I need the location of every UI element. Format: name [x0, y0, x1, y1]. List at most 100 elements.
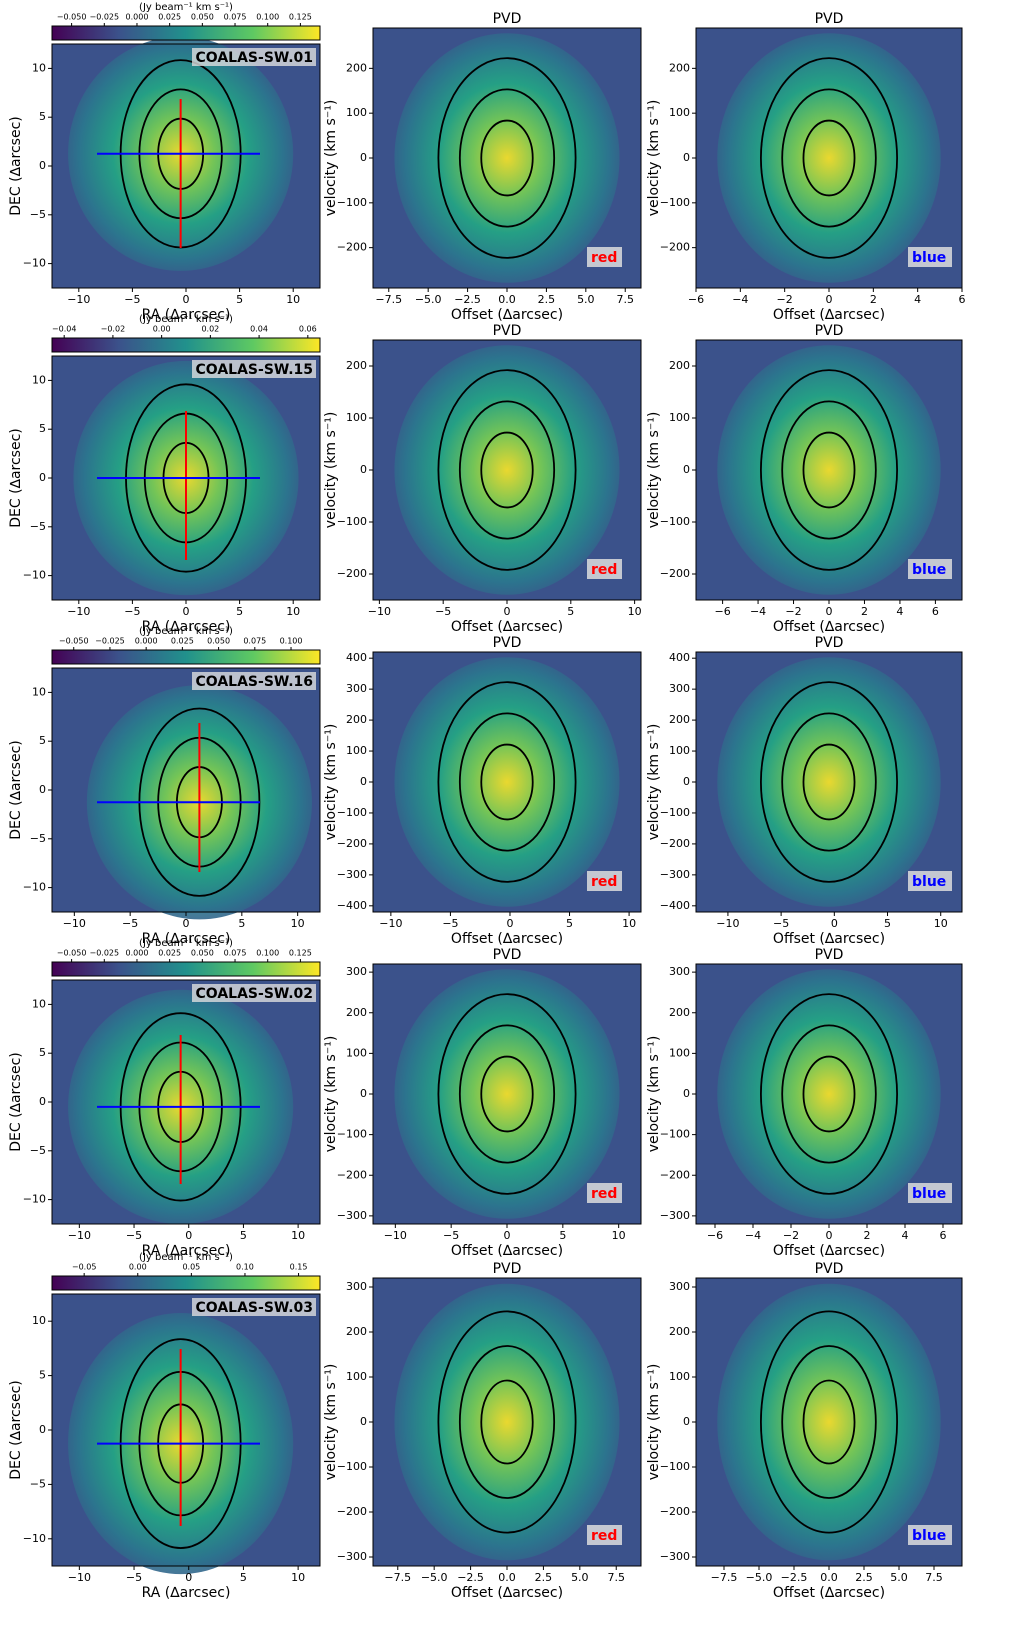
y-axis-label: velocity (km s⁻¹) — [323, 1036, 339, 1153]
colorbar-tick-label: 0.100 — [280, 637, 303, 646]
y-tick-label: 0 — [39, 1423, 46, 1436]
y-tick-label: 0 — [39, 1095, 46, 1108]
x-axis-label: Offset (∆arcsec) — [773, 931, 885, 947]
y-tick-label: −300 — [660, 868, 690, 881]
colorbar-tick-label: 0.10 — [236, 1263, 254, 1272]
y-tick-label: −5 — [30, 832, 46, 845]
y-tick-label: 100 — [669, 1370, 690, 1383]
y-axis-label: velocity (km s⁻¹) — [323, 412, 339, 529]
y-tick-label: 300 — [346, 965, 367, 978]
contour — [458, 400, 556, 540]
contour — [458, 1345, 556, 1499]
contour — [802, 1379, 856, 1465]
x-axis-label: Offset (∆arcsec) — [451, 619, 563, 635]
x-tick-label: −2.5 — [781, 1571, 808, 1584]
x-axis-label: Offset (∆arcsec) — [451, 931, 563, 947]
contour — [802, 119, 856, 197]
x-tick-label: 5 — [559, 1229, 566, 1242]
y-tick-label: 10 — [32, 1314, 46, 1327]
colorbar-tick-label: 0.000 — [126, 949, 149, 958]
y-tick-label: −10 — [23, 257, 46, 270]
contour — [480, 1379, 534, 1465]
x-tick-label: 4 — [902, 1229, 909, 1242]
x-axis-label: RA (∆arcsec) — [142, 931, 231, 947]
x-tick-label: 2 — [861, 605, 868, 618]
y-tick-label: −5 — [30, 1477, 46, 1490]
x-tick-label: −5 — [126, 1229, 142, 1242]
x-tick-label: 7.5 — [925, 1571, 943, 1584]
contour — [458, 712, 556, 852]
y-tick-label: 400 — [346, 651, 367, 664]
contour — [480, 743, 534, 821]
x-tick-label: −5 — [442, 917, 458, 930]
y-tick-label: −200 — [337, 241, 367, 254]
y-tick-label: 0 — [360, 1087, 367, 1100]
y-axis-label: DEC (∆arcsec) — [8, 1052, 24, 1151]
x-tick-label: −7.5 — [711, 1571, 738, 1584]
y-tick-label: −5 — [30, 520, 46, 533]
x-tick-label: 10 — [286, 605, 300, 618]
x-tick-label: 7.5 — [616, 293, 634, 306]
colorbar-tick-label: 0.00 — [153, 325, 171, 334]
colorbar-tick-label: −0.025 — [89, 949, 119, 958]
y-tick-label: −200 — [337, 567, 367, 580]
x-tick-label: 6 — [959, 293, 966, 306]
tag: blue — [912, 1528, 946, 1544]
tag: red — [591, 250, 617, 266]
colorbar-tick-label: 0.075 — [224, 949, 247, 958]
source-name: COALAS-SW.03 — [196, 1300, 313, 1316]
y-tick-label: 10 — [32, 61, 46, 74]
contour — [802, 1055, 856, 1133]
contour — [437, 1310, 577, 1534]
contour — [760, 681, 898, 883]
contour — [781, 88, 877, 228]
x-tick-label: −2 — [783, 1229, 799, 1242]
x-tick-label: 0 — [826, 605, 833, 618]
x-axis-label: Offset (∆arcsec) — [773, 1243, 885, 1259]
tag-box — [587, 871, 622, 891]
x-tick-label: −2 — [777, 293, 793, 306]
x-axis-label: Offset (∆arcsec) — [773, 1585, 885, 1601]
contour — [781, 400, 877, 540]
x-tick-label: 2.5 — [855, 1571, 873, 1584]
y-axis-label: velocity (km s⁻¹) — [323, 100, 339, 217]
y-tick-label: 100 — [346, 106, 367, 119]
label-box — [192, 48, 316, 66]
colorbar-tick-label: −0.02 — [101, 325, 126, 334]
colorbar-tick-label: 0.025 — [171, 637, 194, 646]
contour — [760, 369, 898, 571]
source-label: COALAS-SW.16 — [192, 672, 316, 690]
x-tick-label: 10 — [291, 917, 305, 930]
x-tick-label: 2.5 — [535, 1571, 553, 1584]
y-tick-label: −100 — [337, 196, 367, 209]
x-tick-label: 10 — [612, 1229, 626, 1242]
x-tick-label: 0 — [826, 293, 833, 306]
y-tick-label: 200 — [346, 713, 367, 726]
contour — [437, 57, 577, 259]
x-tick-label: 0 — [504, 1229, 511, 1242]
colorbar-tick-label: 0.000 — [135, 637, 158, 646]
x-tick-label: −5 — [435, 605, 451, 618]
panel-title: PVD — [815, 947, 844, 963]
y-tick-label: 10 — [32, 997, 46, 1010]
x-axis-label: RA (∆arcsec) — [142, 619, 231, 635]
y-tick-label: −300 — [337, 868, 367, 881]
x-tick-label: −10 — [379, 917, 402, 930]
panel-title: PVD — [815, 635, 844, 651]
contour — [480, 119, 534, 197]
x-tick-label: 2 — [870, 293, 877, 306]
colorbar-tick-label: 0.050 — [191, 949, 214, 958]
emission — [717, 33, 941, 283]
x-tick-label: −5 — [124, 293, 140, 306]
y-tick-label: 5 — [39, 1369, 46, 1382]
y-tick-label: −200 — [337, 837, 367, 850]
tag-box — [908, 1525, 952, 1545]
x-tick-label: 6 — [940, 1229, 947, 1242]
y-tick-label: −200 — [660, 567, 690, 580]
x-tick-label: −4 — [732, 293, 748, 306]
emission — [717, 969, 941, 1219]
y-tick-label: −100 — [660, 1128, 690, 1141]
y-tick-label: −5 — [30, 208, 46, 221]
y-tick-label: −200 — [660, 1505, 690, 1518]
y-tick-label: 5 — [39, 422, 46, 435]
